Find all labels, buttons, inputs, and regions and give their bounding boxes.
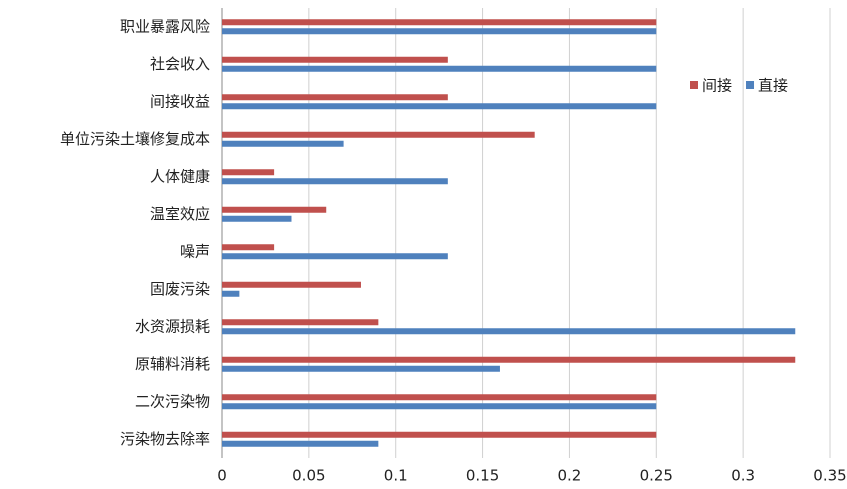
- bar: [222, 169, 275, 176]
- legend-swatch: [746, 81, 755, 89]
- y-tick-label: 单位污染土壤修复成本: [60, 130, 210, 148]
- bar: [222, 178, 448, 185]
- bar: [222, 253, 448, 260]
- x-tick-label: 0: [217, 467, 227, 485]
- bar: [222, 131, 535, 138]
- bar: [222, 94, 448, 101]
- y-tick-label: 污染物去除率: [120, 430, 210, 448]
- x-tick-label: 0.1: [384, 467, 408, 485]
- x-tick-label: 0.2: [557, 467, 581, 485]
- y-tick-label: 二次污染物: [135, 392, 210, 410]
- x-tick-label: 0.25: [640, 467, 673, 485]
- y-tick-label: 原辅料消耗: [135, 355, 210, 373]
- bar: [222, 206, 327, 213]
- bar: [222, 319, 379, 326]
- legend-label: 间接: [702, 77, 732, 95]
- y-tick-label: 水资源损耗: [135, 317, 210, 335]
- bar: [222, 394, 657, 401]
- bar: [222, 440, 379, 447]
- y-tick-label: 职业暴露风险: [120, 17, 210, 35]
- y-tick-label: 固废污染: [150, 280, 210, 298]
- bar: [222, 328, 796, 335]
- bar: [222, 431, 657, 438]
- bar: [222, 365, 500, 372]
- y-tick-label: 温室效应: [150, 205, 210, 223]
- y-tick-label: 噪声: [180, 242, 210, 260]
- y-tick-label: 间接收益: [150, 92, 210, 110]
- x-tick-label: 0.3: [731, 467, 755, 485]
- bar: [222, 244, 275, 251]
- bar: [222, 103, 657, 110]
- x-tick-label: 0.05: [292, 467, 325, 485]
- x-tick-label: 0.15: [466, 467, 499, 485]
- x-tick-label: 0.35: [813, 467, 846, 485]
- bar: [222, 290, 240, 297]
- bar: [222, 28, 657, 35]
- bar: [222, 281, 361, 288]
- bar: [222, 56, 448, 63]
- y-tick-label: 社会收入: [150, 55, 210, 73]
- bar: [222, 140, 344, 147]
- legend-label: 直接: [758, 77, 788, 95]
- bar: [222, 215, 292, 222]
- bar: [222, 403, 657, 410]
- legend-swatch: [690, 81, 698, 89]
- y-tick-label: 人体健康: [150, 167, 210, 185]
- bar: [222, 65, 657, 72]
- bar: [222, 19, 657, 26]
- bar: [222, 356, 796, 363]
